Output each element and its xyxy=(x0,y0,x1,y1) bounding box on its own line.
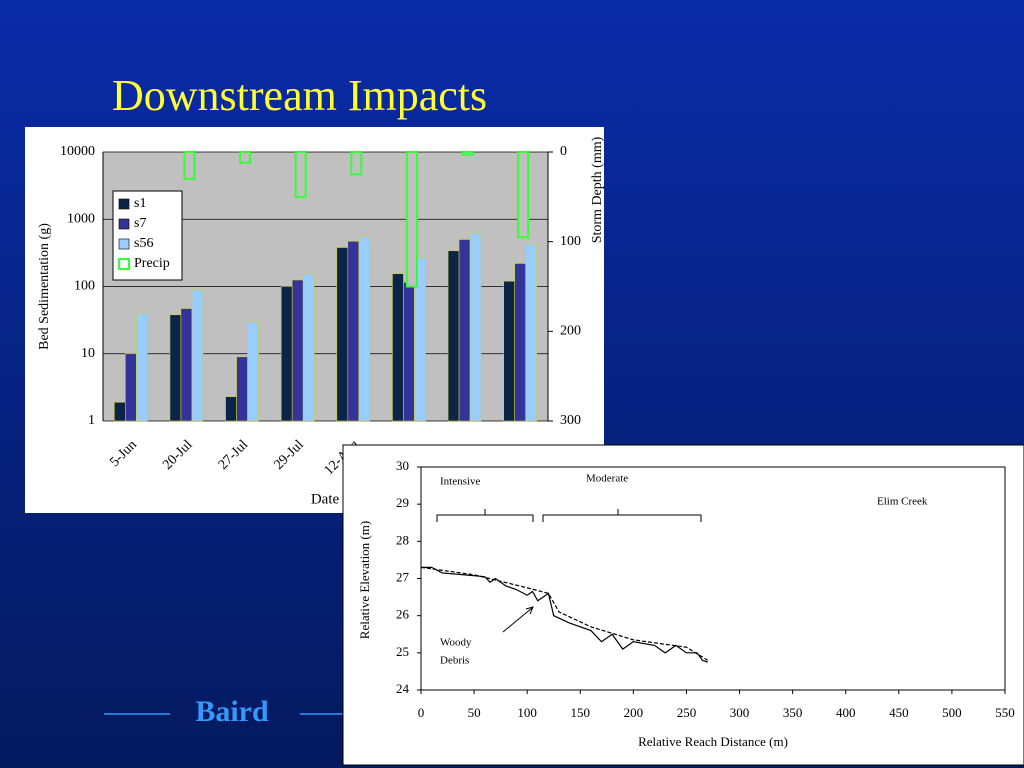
chart-panel xyxy=(342,444,1024,766)
bar xyxy=(191,289,204,422)
y-tick-label: 10000 xyxy=(60,144,95,159)
x-tick-label: 150 xyxy=(571,705,591,720)
x-tick-label: 300 xyxy=(730,705,750,720)
y2-tick-label: 300 xyxy=(560,413,581,428)
x-tick-label: 250 xyxy=(677,705,697,720)
footer-logo: Baird xyxy=(195,695,269,728)
legend-swatch xyxy=(118,238,130,250)
y2-tick-label: 200 xyxy=(560,324,581,339)
x-tick-label: 400 xyxy=(836,705,856,720)
bar xyxy=(469,232,482,422)
legend-label: s56 xyxy=(134,236,153,251)
y2-axis-label: Storm Depth (mm) xyxy=(590,136,605,243)
bar xyxy=(302,273,315,422)
x-tick-label: 350 xyxy=(783,705,803,720)
y-tick-label: 25 xyxy=(396,644,409,659)
bar xyxy=(503,280,515,422)
y2-tick-label: 100 xyxy=(560,234,581,249)
bar xyxy=(236,356,248,422)
annotation: Moderate xyxy=(586,473,628,485)
x-axis-label: Relative Reach Distance (m) xyxy=(638,734,788,749)
bar xyxy=(225,396,237,422)
bar xyxy=(414,257,426,422)
annotation: Elim Creek xyxy=(877,496,928,508)
precip-bar xyxy=(183,151,196,180)
y-tick-label: 1000 xyxy=(67,211,95,226)
y-tick-label: 30 xyxy=(396,458,409,473)
x-tick-label: 500 xyxy=(942,705,962,720)
x-tick-label: 550 xyxy=(995,705,1015,720)
bar xyxy=(136,312,148,422)
annotation: Debris xyxy=(440,655,469,667)
bar xyxy=(447,250,460,422)
y-tick-label: 29 xyxy=(396,495,409,510)
bar xyxy=(347,241,360,422)
y-tick-label: 26 xyxy=(396,607,410,622)
bracket xyxy=(542,509,702,522)
bar xyxy=(336,247,349,422)
y-tick-label: 27 xyxy=(396,569,410,584)
y-axis-label: Bed Sedimentation (g) xyxy=(37,223,52,350)
x-tick-label: 100 xyxy=(517,705,537,720)
precip-bar xyxy=(517,151,530,239)
bar xyxy=(280,286,293,422)
x-axis-label: Date xyxy=(311,491,340,507)
precip-bar xyxy=(350,151,363,176)
x-tick-label: 450 xyxy=(889,705,909,720)
precip-bar xyxy=(405,151,418,288)
legend-swatch xyxy=(118,258,130,270)
chart-2: 0 50 100 150 200 250 300 350 400 450 500 550 24 25 26 2… xyxy=(357,458,1015,749)
annotation: Woody xyxy=(440,637,472,649)
bar xyxy=(169,314,182,422)
bar xyxy=(180,308,193,422)
elevation-line xyxy=(421,566,708,663)
bar xyxy=(458,239,471,422)
y-axis-label: Relative Elevation (m) xyxy=(357,521,372,639)
legend-label: s1 xyxy=(134,196,146,211)
bar xyxy=(358,236,371,422)
bar xyxy=(114,401,126,422)
bracket xyxy=(436,509,534,522)
y2-tick-label: 0 xyxy=(560,144,567,159)
precip-bar xyxy=(294,151,307,198)
y-tick-label: 24 xyxy=(396,681,410,696)
precip-bar xyxy=(239,151,252,164)
bar xyxy=(403,282,415,422)
bar xyxy=(291,279,304,422)
bar xyxy=(392,273,404,422)
x-tick-label: 200 xyxy=(624,705,644,720)
legend-swatch xyxy=(118,218,130,230)
bar xyxy=(247,321,259,422)
y-tick-label: 100 xyxy=(74,279,95,294)
legend-label: s7 xyxy=(134,216,146,231)
slide-title: Downstream Impacts xyxy=(112,71,487,120)
x-tick-label: 0 xyxy=(418,705,425,720)
arrow xyxy=(502,606,534,633)
annotation: Intensive xyxy=(440,476,480,488)
bar xyxy=(525,243,537,422)
y-tick-label: 28 xyxy=(396,532,409,547)
legend-label: Precip xyxy=(134,256,170,271)
legend-swatch xyxy=(118,198,130,210)
precip-bar xyxy=(461,151,474,156)
y-tick-label: 10 xyxy=(81,346,95,361)
bar xyxy=(514,263,526,422)
x-tick-label: 50 xyxy=(468,705,481,720)
elevation-line xyxy=(420,566,709,661)
y-tick-label: 1 xyxy=(88,413,95,428)
bar xyxy=(125,353,137,422)
